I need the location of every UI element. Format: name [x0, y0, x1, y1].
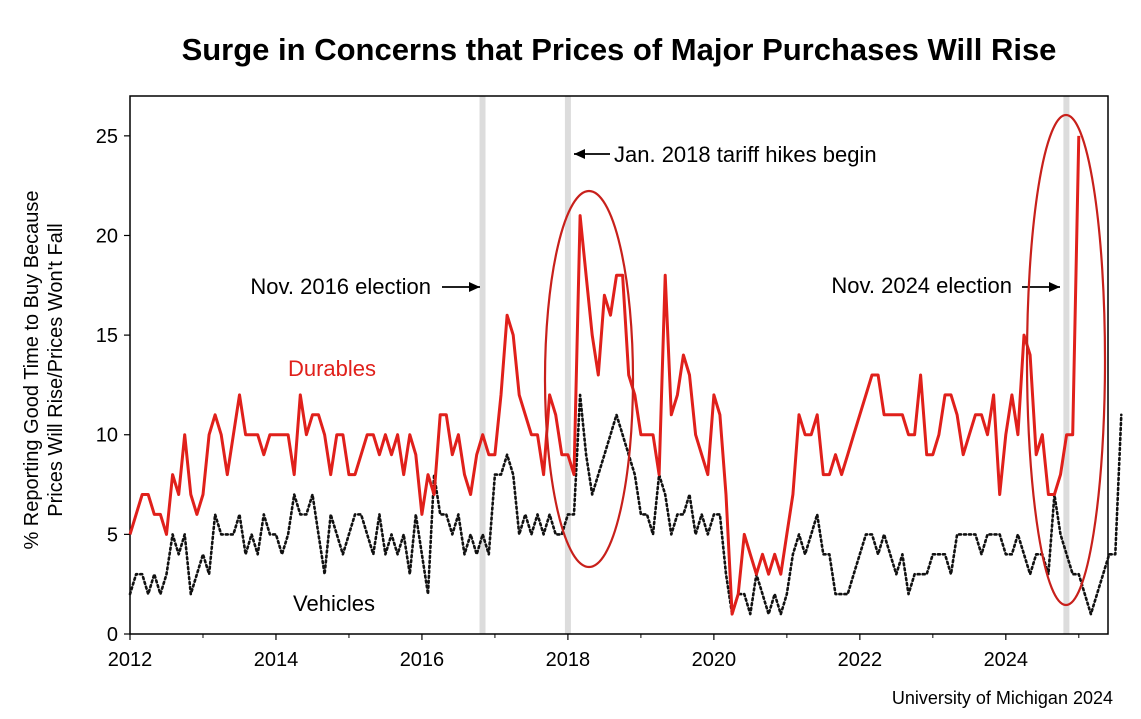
- arrow-2016-election: [442, 282, 480, 292]
- x-tick-label: 2018: [546, 649, 591, 671]
- y-tick-label: 0: [107, 624, 118, 646]
- annotation-2024-election: Nov. 2024 election: [831, 273, 1012, 298]
- x-tick-label: 2020: [692, 649, 737, 671]
- annotation-2018-tariff: Jan. 2018 tariff hikes begin: [614, 142, 877, 167]
- y-tick-label: 25: [96, 126, 118, 148]
- chart-title: Surge in Concerns that Prices of Major P…: [182, 32, 1057, 67]
- y-tick-label: 15: [96, 325, 118, 347]
- x-tick-label: 2024: [984, 649, 1029, 671]
- series-line-vehicles: [128, 393, 1123, 616]
- plot-frame: [129, 95, 1109, 635]
- x-tick-label: 2016: [400, 649, 445, 671]
- arrow-2018-tariff: [574, 149, 610, 159]
- y-tick-label: 5: [107, 524, 118, 546]
- highlight-ellipse-2018: [543, 189, 635, 569]
- series-label-vehicles: Vehicles: [293, 591, 375, 616]
- highlight-ellipse-2024: [1025, 113, 1107, 607]
- highlight-band-2: [1063, 96, 1070, 634]
- annotation-2016-election: Nov. 2016 election: [250, 274, 431, 299]
- y-axis-label-line2: Prices Will Rise/Prices Won't Fall: [45, 223, 67, 517]
- series-label-durables: Durables: [288, 356, 376, 381]
- x-tick-label: 2022: [838, 649, 883, 671]
- x-tick-label: 2014: [254, 649, 299, 671]
- highlight-band-1: [564, 96, 571, 634]
- credit-text: University of Michigan 2024: [892, 688, 1113, 708]
- y-axis-label-line1: % Reporting Good Time to Buy Because: [21, 190, 43, 549]
- y-tick-label: 20: [96, 225, 118, 247]
- highlight-band-0: [479, 96, 486, 634]
- y-tick-label: 10: [96, 425, 118, 447]
- x-tick-label: 2012: [108, 649, 153, 671]
- series-line-durables: [128, 135, 1081, 616]
